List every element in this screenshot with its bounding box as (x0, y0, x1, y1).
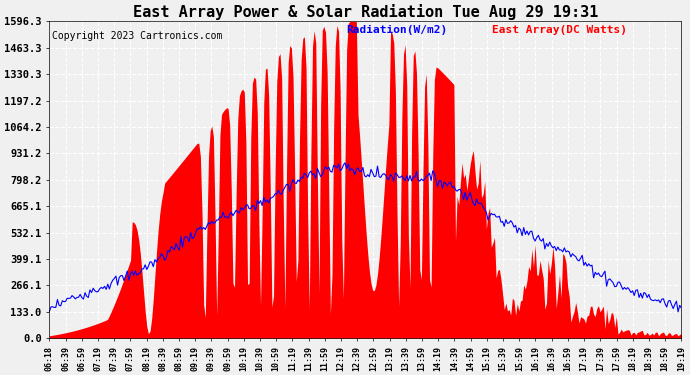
Title: East Array Power & Solar Radiation Tue Aug 29 19:31: East Array Power & Solar Radiation Tue A… (132, 4, 598, 20)
Text: East Array(DC Watts): East Array(DC Watts) (492, 24, 627, 34)
Text: Radiation(W/m2): Radiation(W/m2) (346, 24, 448, 34)
Text: Copyright 2023 Cartronics.com: Copyright 2023 Cartronics.com (52, 31, 223, 41)
